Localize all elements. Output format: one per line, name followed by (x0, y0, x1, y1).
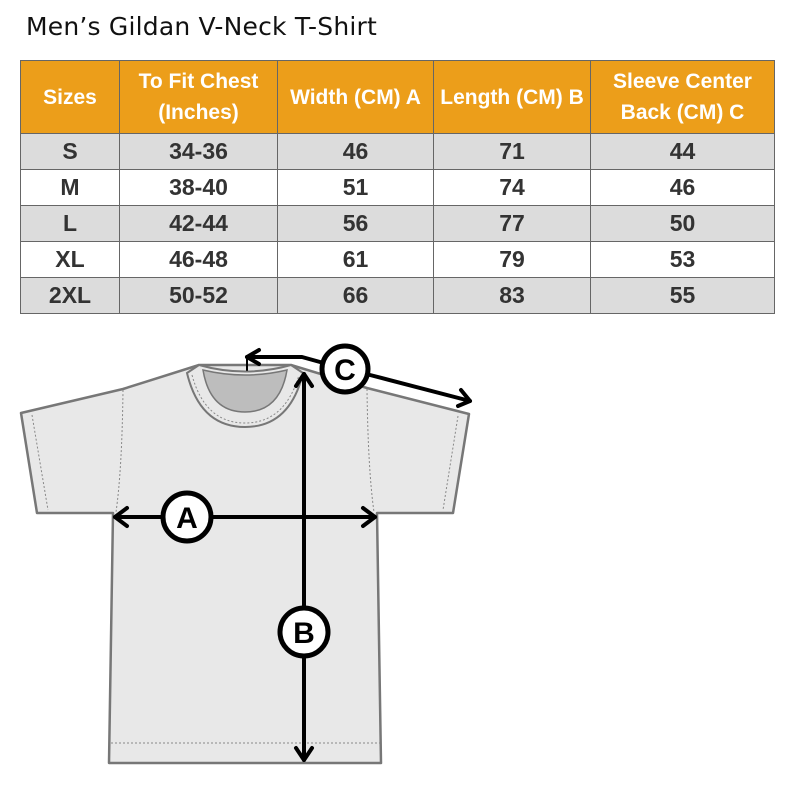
table-cell: M (20, 169, 120, 206)
table-cell: 71 (433, 133, 591, 170)
size-chart-table: Sizes To Fit Chest (Inches) Width (CM) A… (20, 60, 775, 314)
table-cell: 51 (277, 169, 434, 206)
tshirt-outline (19, 363, 471, 765)
table-cell: 46 (590, 169, 775, 206)
table-cell: 46-48 (119, 241, 278, 278)
table-row: XL 46-48 61 79 53 (20, 241, 775, 278)
header-sizes: Sizes (20, 60, 120, 134)
table-cell: 66 (277, 277, 434, 314)
page-title: Men’s Gildan V-Neck T-Shirt (26, 12, 378, 41)
table-cell: L (20, 205, 120, 242)
table-row: 2XL 50-52 66 83 55 (20, 277, 775, 314)
header-sleeve: Sleeve Center Back (CM) C (590, 60, 775, 134)
table-cell: XL (20, 241, 120, 278)
table-cell: 50-52 (119, 277, 278, 314)
table-cell: 44 (590, 133, 775, 170)
table-cell: 83 (433, 277, 591, 314)
header-width: Width (CM) A (277, 60, 434, 134)
table-header-row: Sizes To Fit Chest (Inches) Width (CM) A… (20, 60, 775, 134)
table-cell: 42-44 (119, 205, 278, 242)
table-cell: 77 (433, 205, 591, 242)
svg-text:B: B (293, 617, 315, 650)
table-cell: S (20, 133, 120, 170)
seam-lines (31, 388, 459, 744)
table-cell: 56 (277, 205, 434, 242)
header-length: Length (CM) B (433, 60, 591, 134)
table-cell: 61 (277, 241, 434, 278)
svg-text:C: C (334, 354, 356, 387)
label-b-circle: B (277, 605, 331, 659)
table-cell: 38-40 (119, 169, 278, 206)
table-cell: 79 (433, 241, 591, 278)
table-row: M 38-40 51 74 46 (20, 169, 775, 206)
header-chest: To Fit Chest (Inches) (119, 60, 278, 134)
table-cell: 74 (433, 169, 591, 206)
svg-text:A: A (176, 502, 198, 535)
table-row: L 42-44 56 77 50 (20, 205, 775, 242)
label-a-circle: A (160, 490, 214, 544)
table-cell: 55 (590, 277, 775, 314)
table-cell: 34-36 (119, 133, 278, 170)
measure-arrows (113, 348, 472, 762)
table-cell: 53 (590, 241, 775, 278)
label-c-circle: C (319, 343, 371, 395)
table-cell: 2XL (20, 277, 120, 314)
